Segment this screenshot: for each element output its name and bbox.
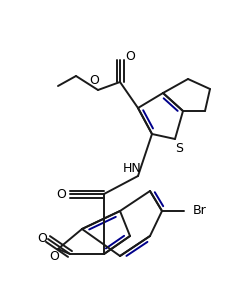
Text: O: O [89, 74, 99, 88]
Text: O: O [37, 233, 47, 246]
Text: O: O [56, 188, 66, 201]
Text: O: O [125, 50, 135, 63]
Text: O: O [49, 250, 59, 264]
Text: S: S [175, 143, 183, 156]
Text: HN: HN [123, 161, 141, 174]
Text: Br: Br [193, 205, 207, 217]
